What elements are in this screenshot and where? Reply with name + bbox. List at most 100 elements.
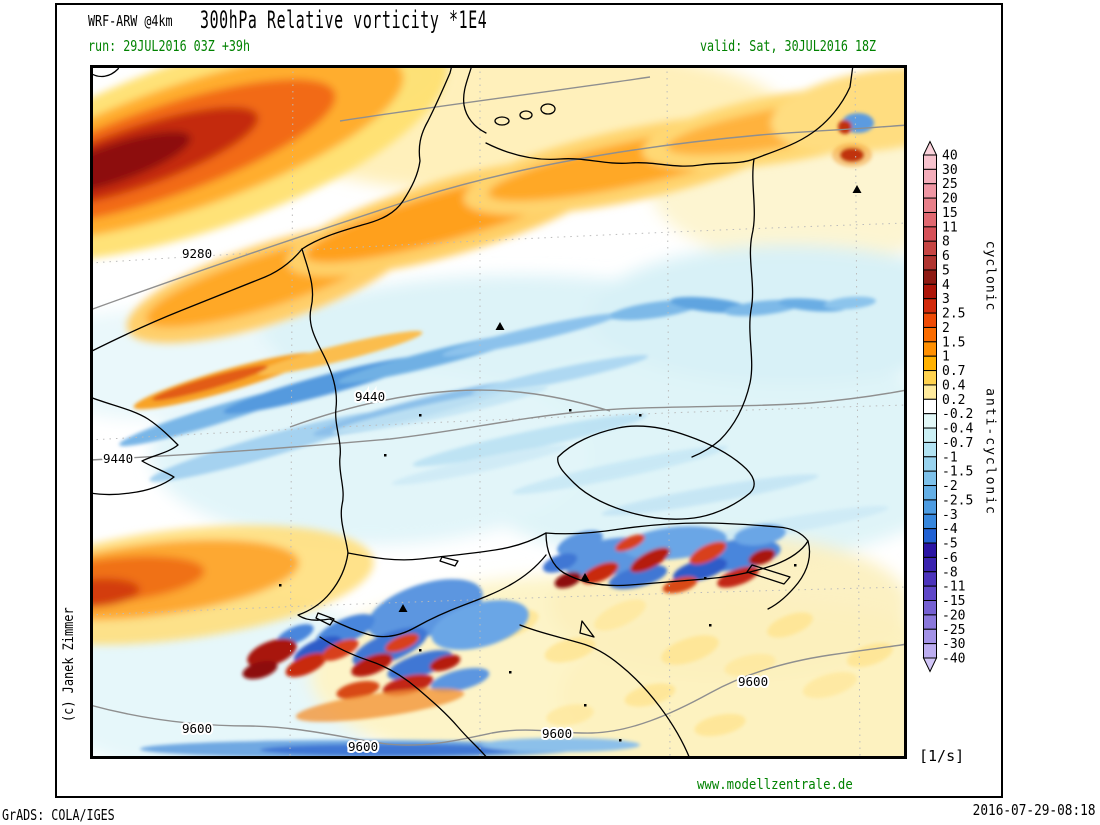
vorticity-map: 9280 9440 9440 9600 9600 9600 9600 [90,65,907,759]
colorbar-segment [923,643,937,659]
colorbar-segment [923,628,937,645]
colorbar-tick-label: -40 [942,652,965,667]
colorbar-tick-label: -5 [942,537,958,552]
colorbar-tick-label: 11 [942,220,958,235]
page-title: 300hPa Relative vorticity *1E4 [200,6,488,34]
colorbar-segment [923,542,937,558]
colorbar-segment [923,571,937,587]
colorbar-tick-label: -4 [942,522,958,537]
colorbar-segment [923,312,937,328]
colorbar-segment [923,269,937,285]
colorbar-tick-label: 30 [942,163,958,178]
colorbar-segment [923,614,937,630]
contour-label-9440: 9440 [355,389,385,404]
contour-label-9600: 9600 [738,674,768,689]
colorbar-segment [923,326,937,343]
colorbar-segment [923,556,937,573]
contour-label-9600: 9600 [542,726,572,741]
colorbar-segment [923,370,937,386]
colorbar-segment [923,341,937,357]
colorbar-segment [923,585,937,602]
colorbar-segment [923,255,937,271]
run-info: run: 29JUL2016 03Z +39h [88,37,251,55]
colorbar-tick-label: -0.4 [942,422,973,437]
colorbar-tick-label: -1 [942,450,958,465]
colorbar-segment [923,470,937,487]
colorbar-segment [923,384,937,400]
colorbar-legend: 40 30 25 20 15 11 8 6 5 4 3 2.5 2 1.5 1 0.7 0.4 0.2 -0.2 -0… [922,140,993,676]
colorbar-segment [923,528,937,544]
grads-credit: GrADS: COLA/IGES [2,806,115,824]
colorbar-tick-label: -20 [942,608,965,623]
website-link: www.modellzentrale.de [697,777,853,793]
colorbar-tick-label: 1 [942,350,950,365]
colorbar-segment [923,413,937,429]
colorbar-segment [923,427,937,443]
graticule [90,65,907,759]
colorbar-tick-label: -2 [942,479,958,494]
colorbar-segment [923,355,937,372]
colorbar-tick-label: 20 [942,192,958,207]
coastlines-borders [90,65,854,759]
colorbar-segment [923,441,937,458]
colorbar-tick-label: 1.5 [942,335,965,350]
valid-time: valid: Sat, 30JUL2016 18Z [700,37,877,55]
colorbar-segment [923,456,937,472]
colorbar-tick-label: -30 [942,637,965,652]
colorbar-segment [923,600,937,616]
colorbar-tick-label: -25 [942,623,965,638]
contour-label-9440: 9440 [103,451,133,466]
colorbar-tick-label: 15 [942,206,958,221]
colorbar-tick-label: -6 [942,551,958,566]
colorbar-segment [923,197,937,213]
colorbar-segment [923,168,937,185]
colorbar-tick-label: 2 [942,321,950,336]
colorbar-tick-label: 0.7 [942,364,965,379]
colorbar-tick-label: 25 [942,177,958,192]
colorbar-tick-label: 0.4 [942,378,966,393]
map-frame [90,65,907,759]
colorbar-tick-label: -8 [942,565,958,580]
colorbar-tick-label: 3 [942,292,950,307]
colorbar-tick-label: -0.7 [942,436,973,451]
height-contours [90,76,907,746]
cyclonic-label: cyclonic [982,240,998,312]
colorbar-arrow-down [922,657,938,673]
model-label: WRF-ARW @4km [88,12,173,30]
colorbar-tick-label: -2.5 [942,493,973,508]
colorbar-segment [923,226,937,242]
colorbar-segment [923,298,937,314]
copyright-label: (c) Janek Zimmer [61,607,77,722]
colorbar-tick-label: -15 [942,594,965,609]
anticyclonic-label: anti-cyclonic [982,388,998,516]
colorbar-segment [923,513,937,530]
colorbar-tick-label: 0.2 [942,393,965,408]
colorbar-tick-label: -0.2 [942,407,973,422]
colorbar-segment [923,154,937,170]
colorbar-tick-label: 6 [942,249,950,264]
colorbar-segment [923,398,937,415]
contour-labels: 9280 9440 9440 9600 9600 9600 9600 [101,244,770,756]
colorbar-arrow-up [922,140,938,156]
colorbar-tick-label: -1.5 [942,465,973,480]
contour-label-9600: 9600 [348,739,378,754]
creation-timestamp: 2016-07-29-08:18 [972,801,1095,819]
colorbar-segment [923,240,937,257]
colorbar-segment [923,183,937,199]
contour-label-9600: 9600 [182,721,212,736]
colorbar-tick-label: 2.5 [942,307,965,322]
colorbar-segment [923,211,937,228]
colorbar-segment [923,283,937,300]
colorbar-tick-label: 4 [942,278,950,293]
vorticity-field: 9280 9440 9440 9600 9600 9600 9600 [90,65,907,759]
colorbar-tick-label: -3 [942,508,958,523]
colorbar-tick-label: 8 [942,235,950,250]
map-markers [279,185,862,742]
colorbar-segment [923,499,937,515]
unit-label: [1/s] [919,747,965,765]
colorbar-segment [923,485,937,501]
colorbar-tick-label: -11 [942,580,965,595]
colorbar-tick-label: 5 [942,263,950,278]
colorbar-tick-label: 40 [942,149,958,164]
